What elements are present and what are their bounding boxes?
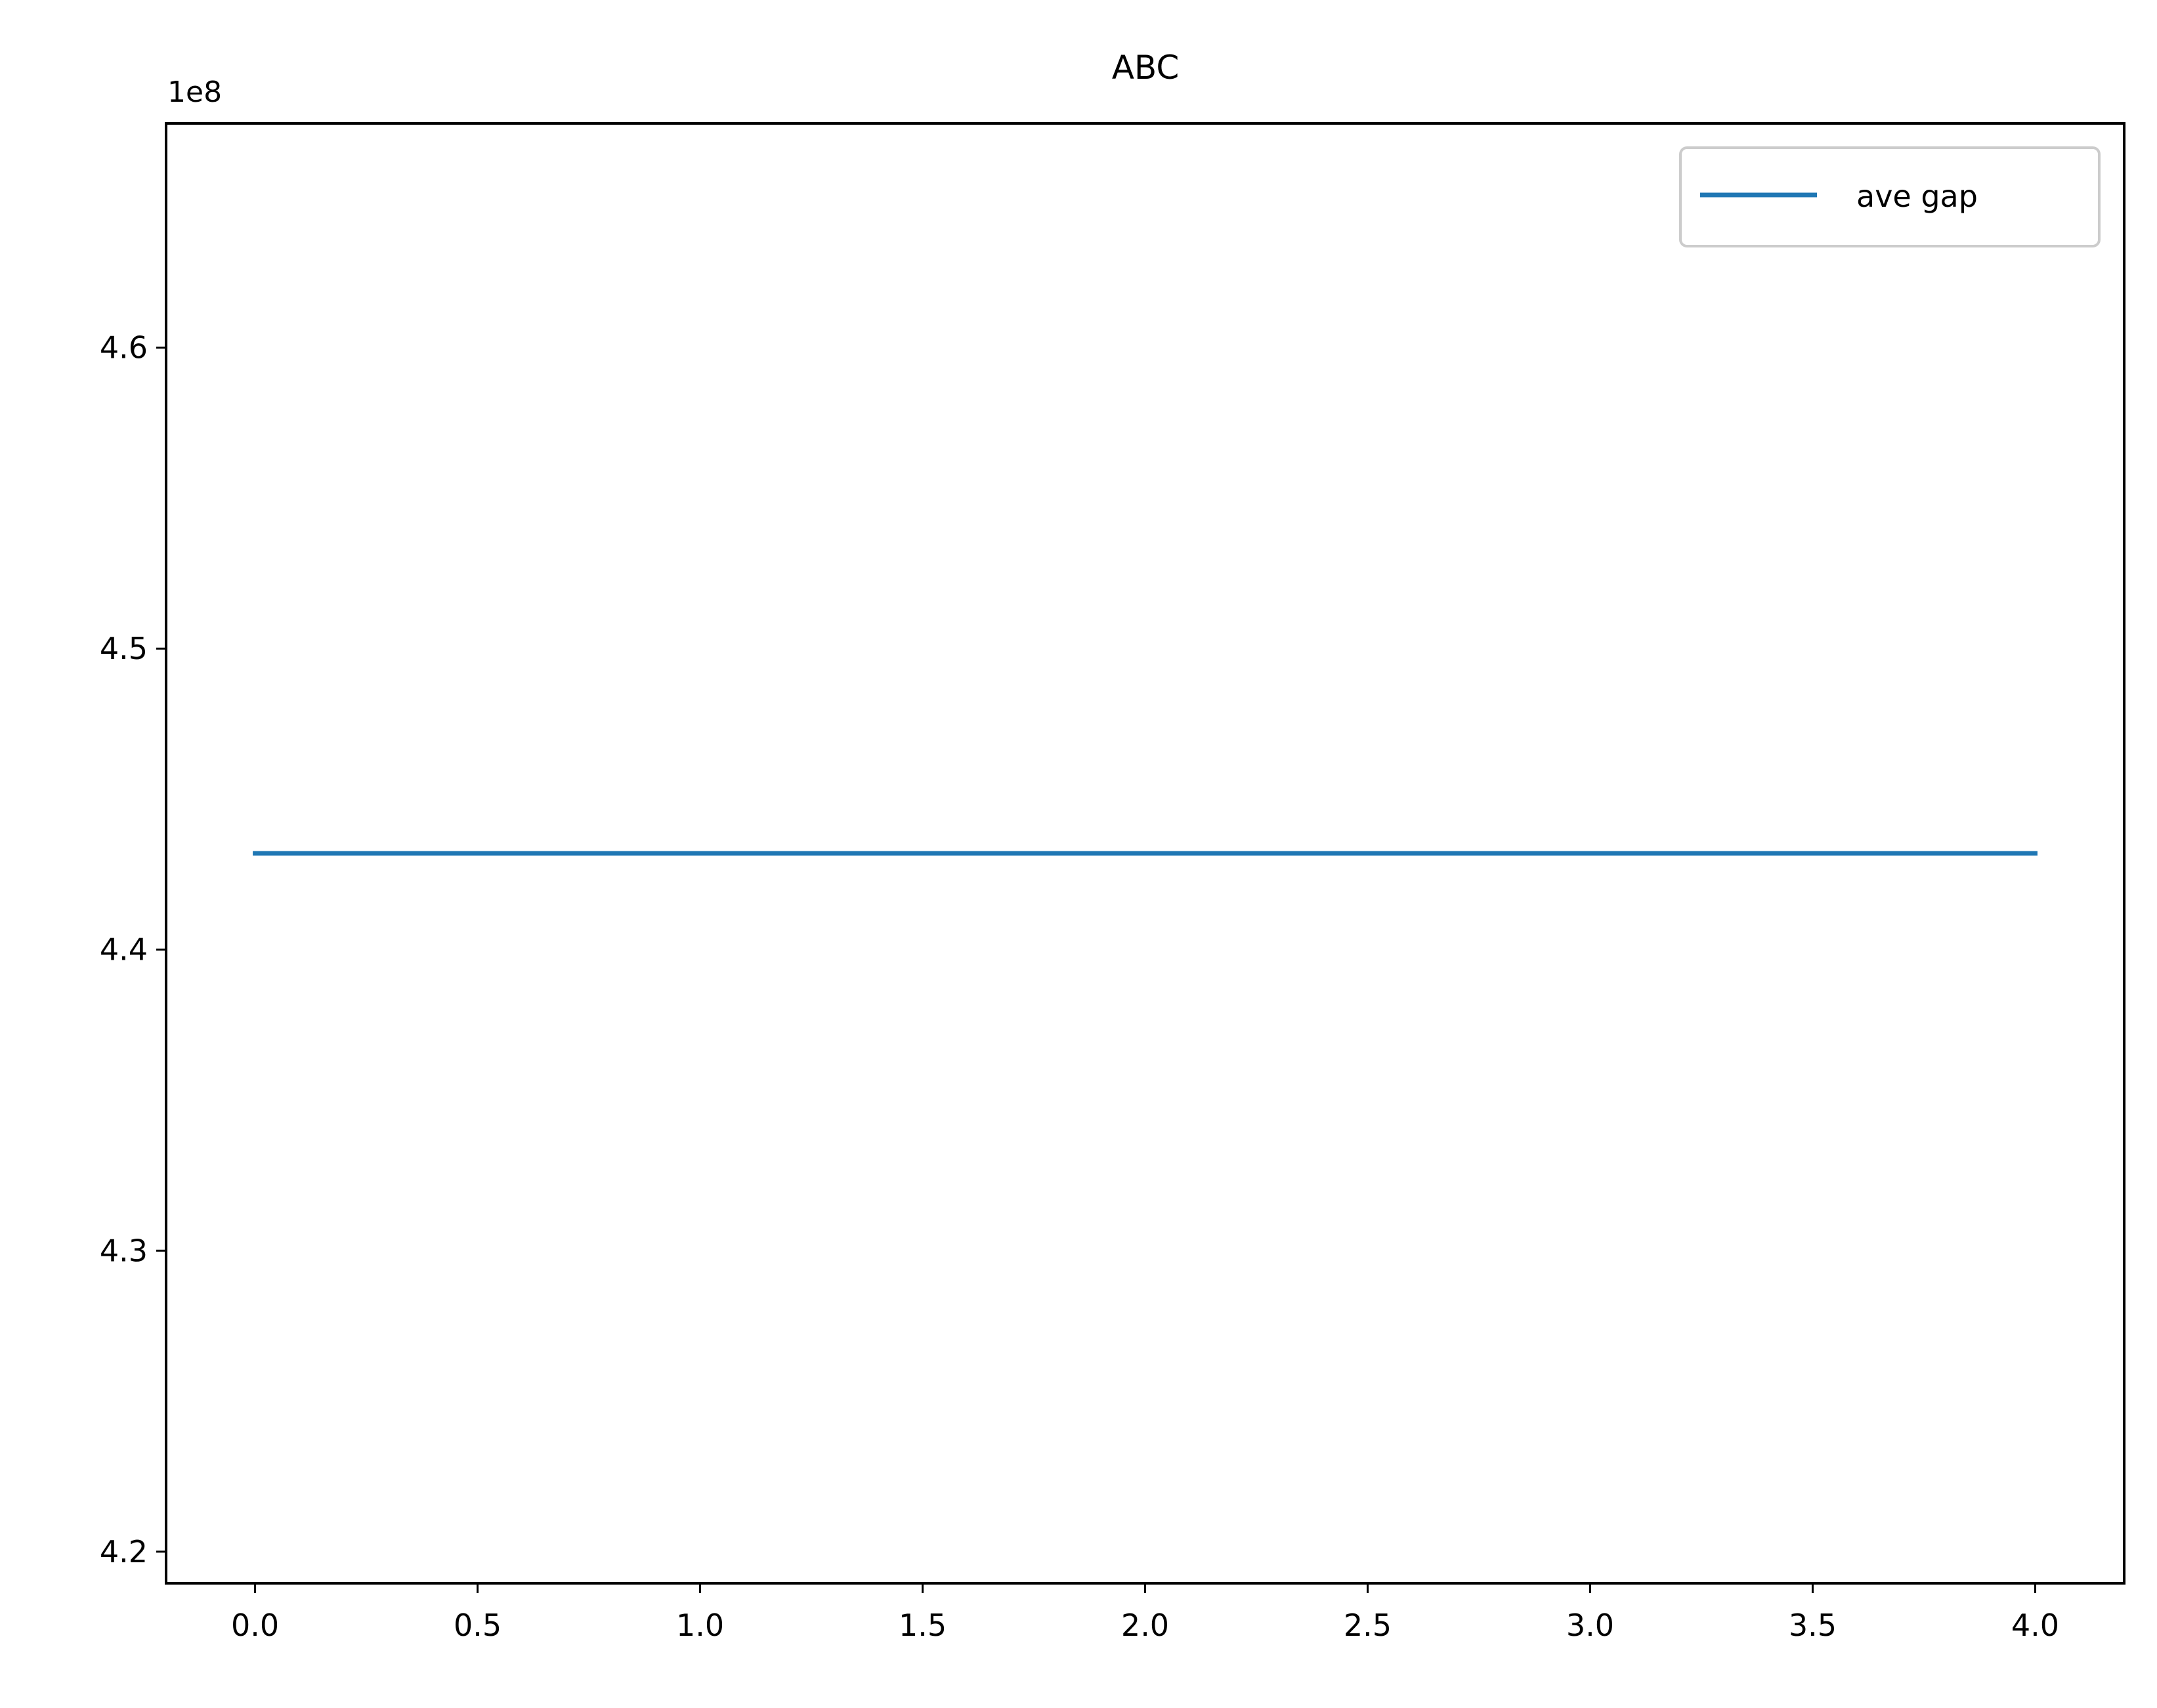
x-tick-label: 0.5 <box>454 1608 502 1643</box>
y-tick-label: 4.5 <box>100 631 148 666</box>
x-tick-label: 1.0 <box>676 1608 724 1643</box>
y-tick-label: 4.4 <box>100 932 148 968</box>
legend: ave gap <box>1679 146 2101 247</box>
y-tick-label: 4.3 <box>100 1233 148 1268</box>
chart-title: ABC <box>1112 49 1180 87</box>
legend-box <box>1679 146 2101 247</box>
legend-label-ave-gap: ave gap <box>1856 179 1978 214</box>
x-tick-label: 2.5 <box>1344 1608 1392 1643</box>
x-tick-label: 2.0 <box>1121 1608 1169 1643</box>
y-tick-label: 4.6 <box>100 330 148 366</box>
x-axis: 0.0 0.5 1.0 1.5 2.0 2.5 3.0 3.5 4.0 <box>231 1583 2059 1643</box>
x-tick-label: 4.0 <box>2011 1608 2059 1643</box>
x-tick-label: 3.5 <box>1789 1608 1837 1643</box>
y-tick-label: 4.2 <box>100 1534 148 1569</box>
y-axis: 4.2 4.3 4.4 4.5 4.6 <box>100 330 166 1569</box>
x-tick-label: 3.0 <box>1566 1608 1614 1643</box>
y-offset-label: 1e8 <box>167 75 222 109</box>
x-tick-label: 1.5 <box>899 1608 947 1643</box>
x-tick-label: 0.0 <box>231 1608 279 1643</box>
